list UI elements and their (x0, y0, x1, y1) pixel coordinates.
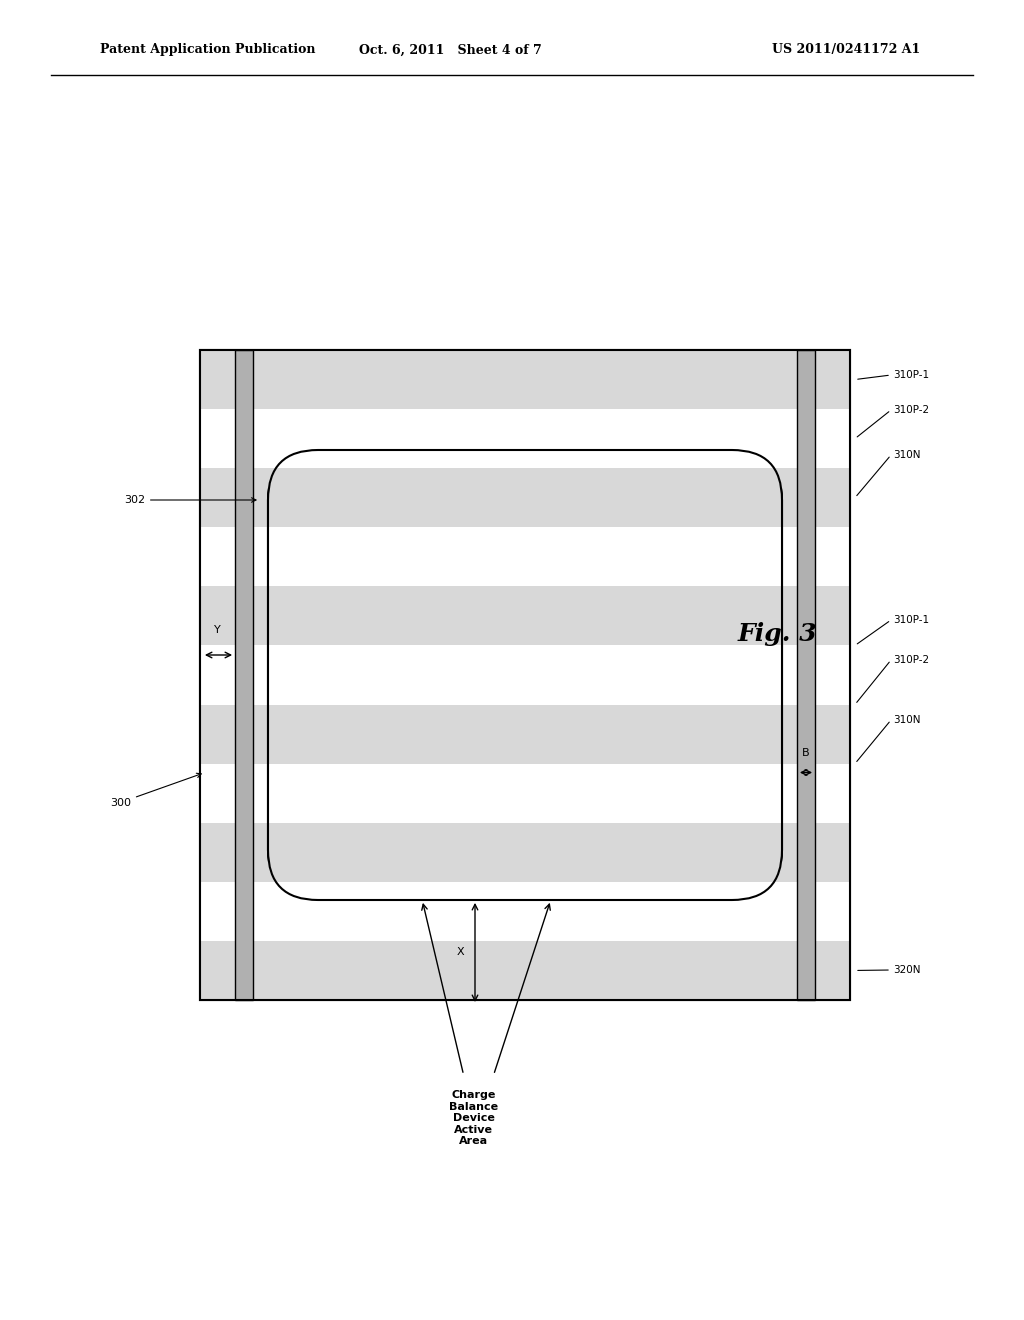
Bar (268, 586, 782, 645)
Text: Charge
Balance
Device
Active
Area: Charge Balance Device Active Area (450, 1090, 498, 1146)
Bar (200, 882, 850, 941)
Text: US 2011/0241172 A1: US 2011/0241172 A1 (772, 44, 920, 57)
Bar (200, 645, 850, 705)
Bar (268, 469, 782, 527)
Bar (268, 645, 782, 705)
Bar (268, 350, 782, 409)
Text: 310N: 310N (893, 450, 921, 459)
Text: 310P-2: 310P-2 (893, 655, 929, 665)
Bar (268, 705, 782, 764)
Text: Patent Application Publication: Patent Application Publication (100, 44, 315, 57)
Bar (268, 822, 782, 882)
Text: 300: 300 (110, 774, 201, 808)
Bar (200, 527, 850, 586)
Bar (268, 409, 782, 469)
FancyBboxPatch shape (268, 450, 782, 900)
Text: B: B (802, 747, 810, 758)
Bar (200, 469, 850, 527)
Bar (268, 941, 782, 1001)
Bar (200, 822, 850, 882)
Bar (200, 350, 850, 409)
Bar (200, 350, 850, 1001)
Bar (234, 350, 253, 1001)
Bar (200, 409, 850, 469)
Text: X: X (456, 946, 464, 957)
Text: Y: Y (214, 624, 221, 635)
Bar (268, 527, 782, 586)
Text: Fig. 3: Fig. 3 (737, 622, 817, 645)
Bar (200, 705, 850, 764)
Bar (200, 764, 850, 822)
Text: 310P-1: 310P-1 (893, 615, 929, 624)
Bar (797, 350, 815, 1001)
Text: Oct. 6, 2011   Sheet 4 of 7: Oct. 6, 2011 Sheet 4 of 7 (358, 44, 542, 57)
Text: 310P-2: 310P-2 (893, 405, 929, 414)
Bar (268, 882, 782, 941)
Bar (268, 764, 782, 822)
Text: 302: 302 (124, 495, 256, 506)
Text: 310N: 310N (893, 715, 921, 725)
Bar (200, 941, 850, 1001)
Bar (200, 350, 850, 1001)
Bar (200, 586, 850, 645)
Text: 310P-1: 310P-1 (893, 370, 929, 380)
Text: 320N: 320N (893, 965, 921, 975)
